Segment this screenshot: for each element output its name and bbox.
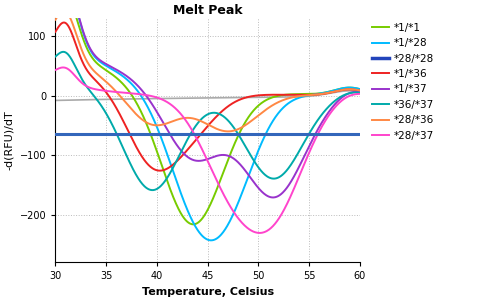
Title: Melt Peak: Melt Peak: [173, 4, 242, 17]
Legend: *1/*1, *1/*28, *28/*28, *1/*36, *1/*37, *36/*37, *28/*36, *28/*37: *1/*1, *1/*28, *28/*28, *1/*36, *1/*37, …: [368, 19, 438, 145]
Y-axis label: -d(RFU)/dT: -d(RFU)/dT: [4, 110, 14, 170]
X-axis label: Temperature, Celsius: Temperature, Celsius: [142, 287, 274, 297]
